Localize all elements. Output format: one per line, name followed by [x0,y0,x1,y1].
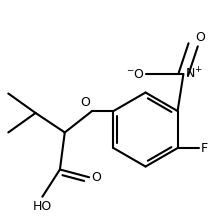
Text: O: O [91,171,101,184]
Text: HO: HO [33,200,52,213]
Text: N$^{+}$: N$^{+}$ [185,66,203,82]
Text: $^{-}$O: $^{-}$O [126,67,144,80]
Text: O: O [80,96,90,109]
Text: O: O [195,31,205,44]
Text: F: F [201,142,208,155]
